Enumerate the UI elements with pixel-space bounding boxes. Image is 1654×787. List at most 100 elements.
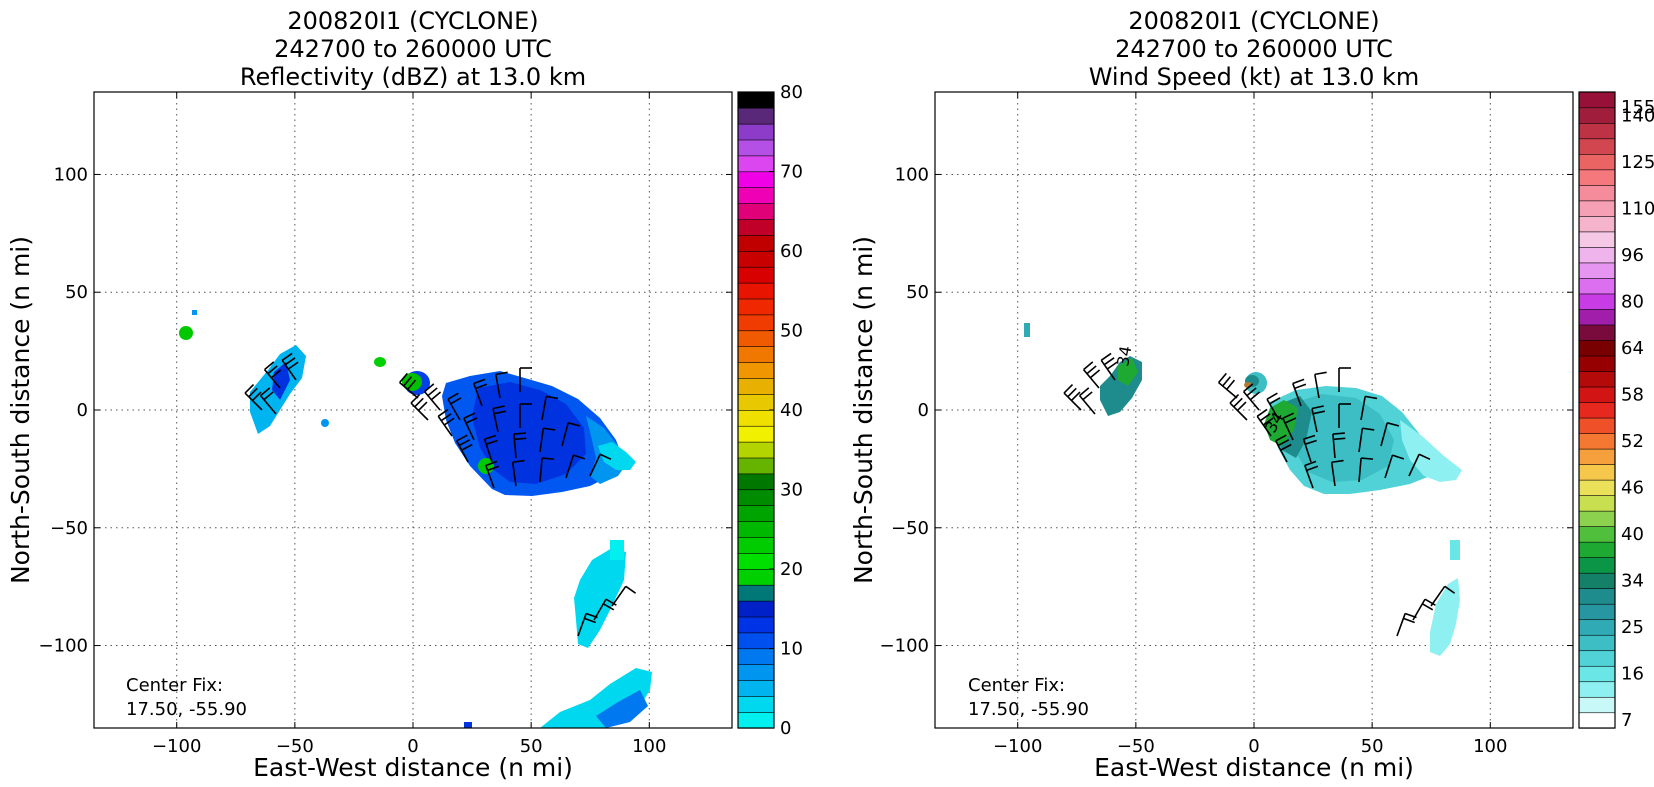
colorbar-swatch	[1578, 463, 1616, 481]
echo-west-cell-core	[272, 362, 290, 400]
wind-barb-flag	[260, 387, 271, 397]
colorbar-swatch	[737, 361, 775, 379]
colorbar-swatch	[1578, 401, 1616, 419]
colorbar-swatch	[737, 679, 775, 697]
colorbar-tick-label: 125	[1621, 152, 1654, 173]
wind-barb-shaft	[561, 422, 569, 447]
colorbar-swatch	[1578, 634, 1616, 652]
colorbar-tick-label: 10	[780, 639, 803, 660]
chart-title-line-1: 200820I1 (CYCLONE)	[287, 7, 538, 35]
plot-area: −100 −50 0 50 100 −100 −50 0 50 100 Center Fix: 1…	[39, 91, 733, 757]
colorbar-tick-label: 80	[1621, 291, 1644, 312]
colorbar-swatch	[737, 632, 775, 650]
wind-barb-flag	[456, 434, 468, 442]
wind-barb-flag	[1333, 437, 1346, 441]
wind-barb-flag	[1269, 397, 1281, 405]
wind-barb-shaft	[1082, 369, 1100, 389]
wind-barb-flag	[1262, 417, 1274, 426]
x-tick-label: −50	[276, 736, 314, 757]
wind-barb-shaft	[447, 398, 461, 421]
wind-speed-panel: 200820I1 (CYCLONE) 242700 to 260000 UTC …	[849, 7, 1654, 782]
wind-barb-flag	[1222, 376, 1231, 387]
colorbar-tick-label: 70	[780, 162, 803, 183]
center-fix-value: 17.50, -55.90	[968, 699, 1089, 720]
contour-label: 34	[1113, 344, 1135, 367]
wind-barb-shaft	[539, 458, 543, 483]
center-fix-label: Center Fix:	[968, 675, 1065, 696]
colorbar-swatch	[1578, 417, 1616, 434]
wind-barb-flag	[493, 410, 507, 415]
wind-barb-flag	[407, 379, 417, 390]
wind-barb-shaft	[399, 381, 419, 399]
wind-barb-flag	[585, 612, 598, 619]
y-tick-label: 0	[77, 400, 88, 421]
wind-barb-flag	[1218, 372, 1227, 384]
colorbar-swatch	[737, 648, 775, 666]
wind-barb-flag	[512, 459, 525, 464]
wind-barbs	[244, 352, 637, 637]
chart-title-line-3: Reflectivity (dBZ) at 13.0 km	[240, 63, 586, 91]
x-axis-label: East-West distance (n mi)	[253, 753, 573, 782]
wind-spot	[1024, 323, 1030, 337]
colorbar-swatch	[1578, 262, 1616, 279]
wind-barb-shaft	[495, 374, 501, 399]
colorbar-swatch	[737, 91, 775, 109]
wind-barb-shaft	[473, 383, 483, 407]
wind-barb-shaft	[1380, 422, 1388, 447]
colorbar-tick-label: 96	[1621, 245, 1644, 266]
wind-barb-shaft	[1332, 434, 1336, 459]
wind-barb-shaft	[1218, 381, 1238, 399]
colorbar-swatch	[1578, 231, 1616, 248]
grid-lines	[94, 92, 732, 728]
colorbar-swatch	[1578, 386, 1616, 403]
colorbar-swatch	[1578, 619, 1616, 636]
wind-barb-flag	[440, 413, 452, 422]
wind-south-band	[1430, 540, 1460, 656]
wind-barb-flag	[1233, 397, 1243, 408]
wind-barb-flag	[542, 457, 555, 460]
colorbar-swatch	[1578, 277, 1616, 295]
center-fix-value: 17.50, -55.90	[126, 699, 247, 720]
colorbar-swatch	[737, 107, 775, 125]
wind-south-band-body	[1430, 578, 1460, 656]
wind-barb-flag	[625, 585, 637, 594]
wind-barb-flag	[1306, 465, 1319, 472]
colorbar-swatch	[1578, 339, 1616, 357]
colorbar-tick-label: 30	[780, 480, 803, 501]
colorbar-swatch	[1578, 138, 1616, 155]
wind-barb-shaft	[541, 396, 547, 421]
wind-barb-flag	[492, 405, 505, 410]
wind-barb-flag	[447, 392, 459, 400]
colorbar-swatch	[1578, 588, 1616, 605]
colorbar-swatch	[737, 584, 775, 602]
colorbar-swatch	[1578, 495, 1616, 512]
colorbar-swatch	[737, 536, 775, 554]
wind-barb-shaft	[1063, 392, 1082, 411]
wind-barb-shaft	[577, 613, 587, 637]
echo-main-trail	[598, 442, 636, 470]
colorbar-tick-label: 110	[1621, 198, 1654, 219]
wind-barb-flag	[1067, 387, 1077, 398]
wind-barb-flag	[1086, 365, 1097, 375]
wind-barb-flag	[267, 365, 278, 375]
y-tick-label: −100	[880, 636, 929, 657]
wind-barb-flag	[1226, 379, 1236, 390]
echo-south-band-body	[574, 548, 626, 648]
wind-barb-flag	[475, 383, 488, 390]
wind-barb-flag	[1063, 383, 1074, 394]
wind-barb-flag	[1424, 598, 1436, 606]
wind-barb-flag	[1444, 585, 1456, 594]
wind-barb-shaft	[1256, 415, 1272, 437]
wind-barb-flag	[424, 383, 435, 393]
echo-south-band	[464, 540, 652, 728]
wind-main-green	[1264, 400, 1298, 446]
wind-barb-flag	[463, 412, 476, 419]
wind-barb-flag	[1079, 387, 1090, 397]
wind-spot	[1450, 540, 1460, 560]
wind-barb-flag	[1392, 454, 1405, 460]
wind-barb-flag	[1083, 361, 1094, 371]
wind-barb-flag	[403, 376, 412, 387]
wind-barb-flag	[1249, 391, 1261, 401]
